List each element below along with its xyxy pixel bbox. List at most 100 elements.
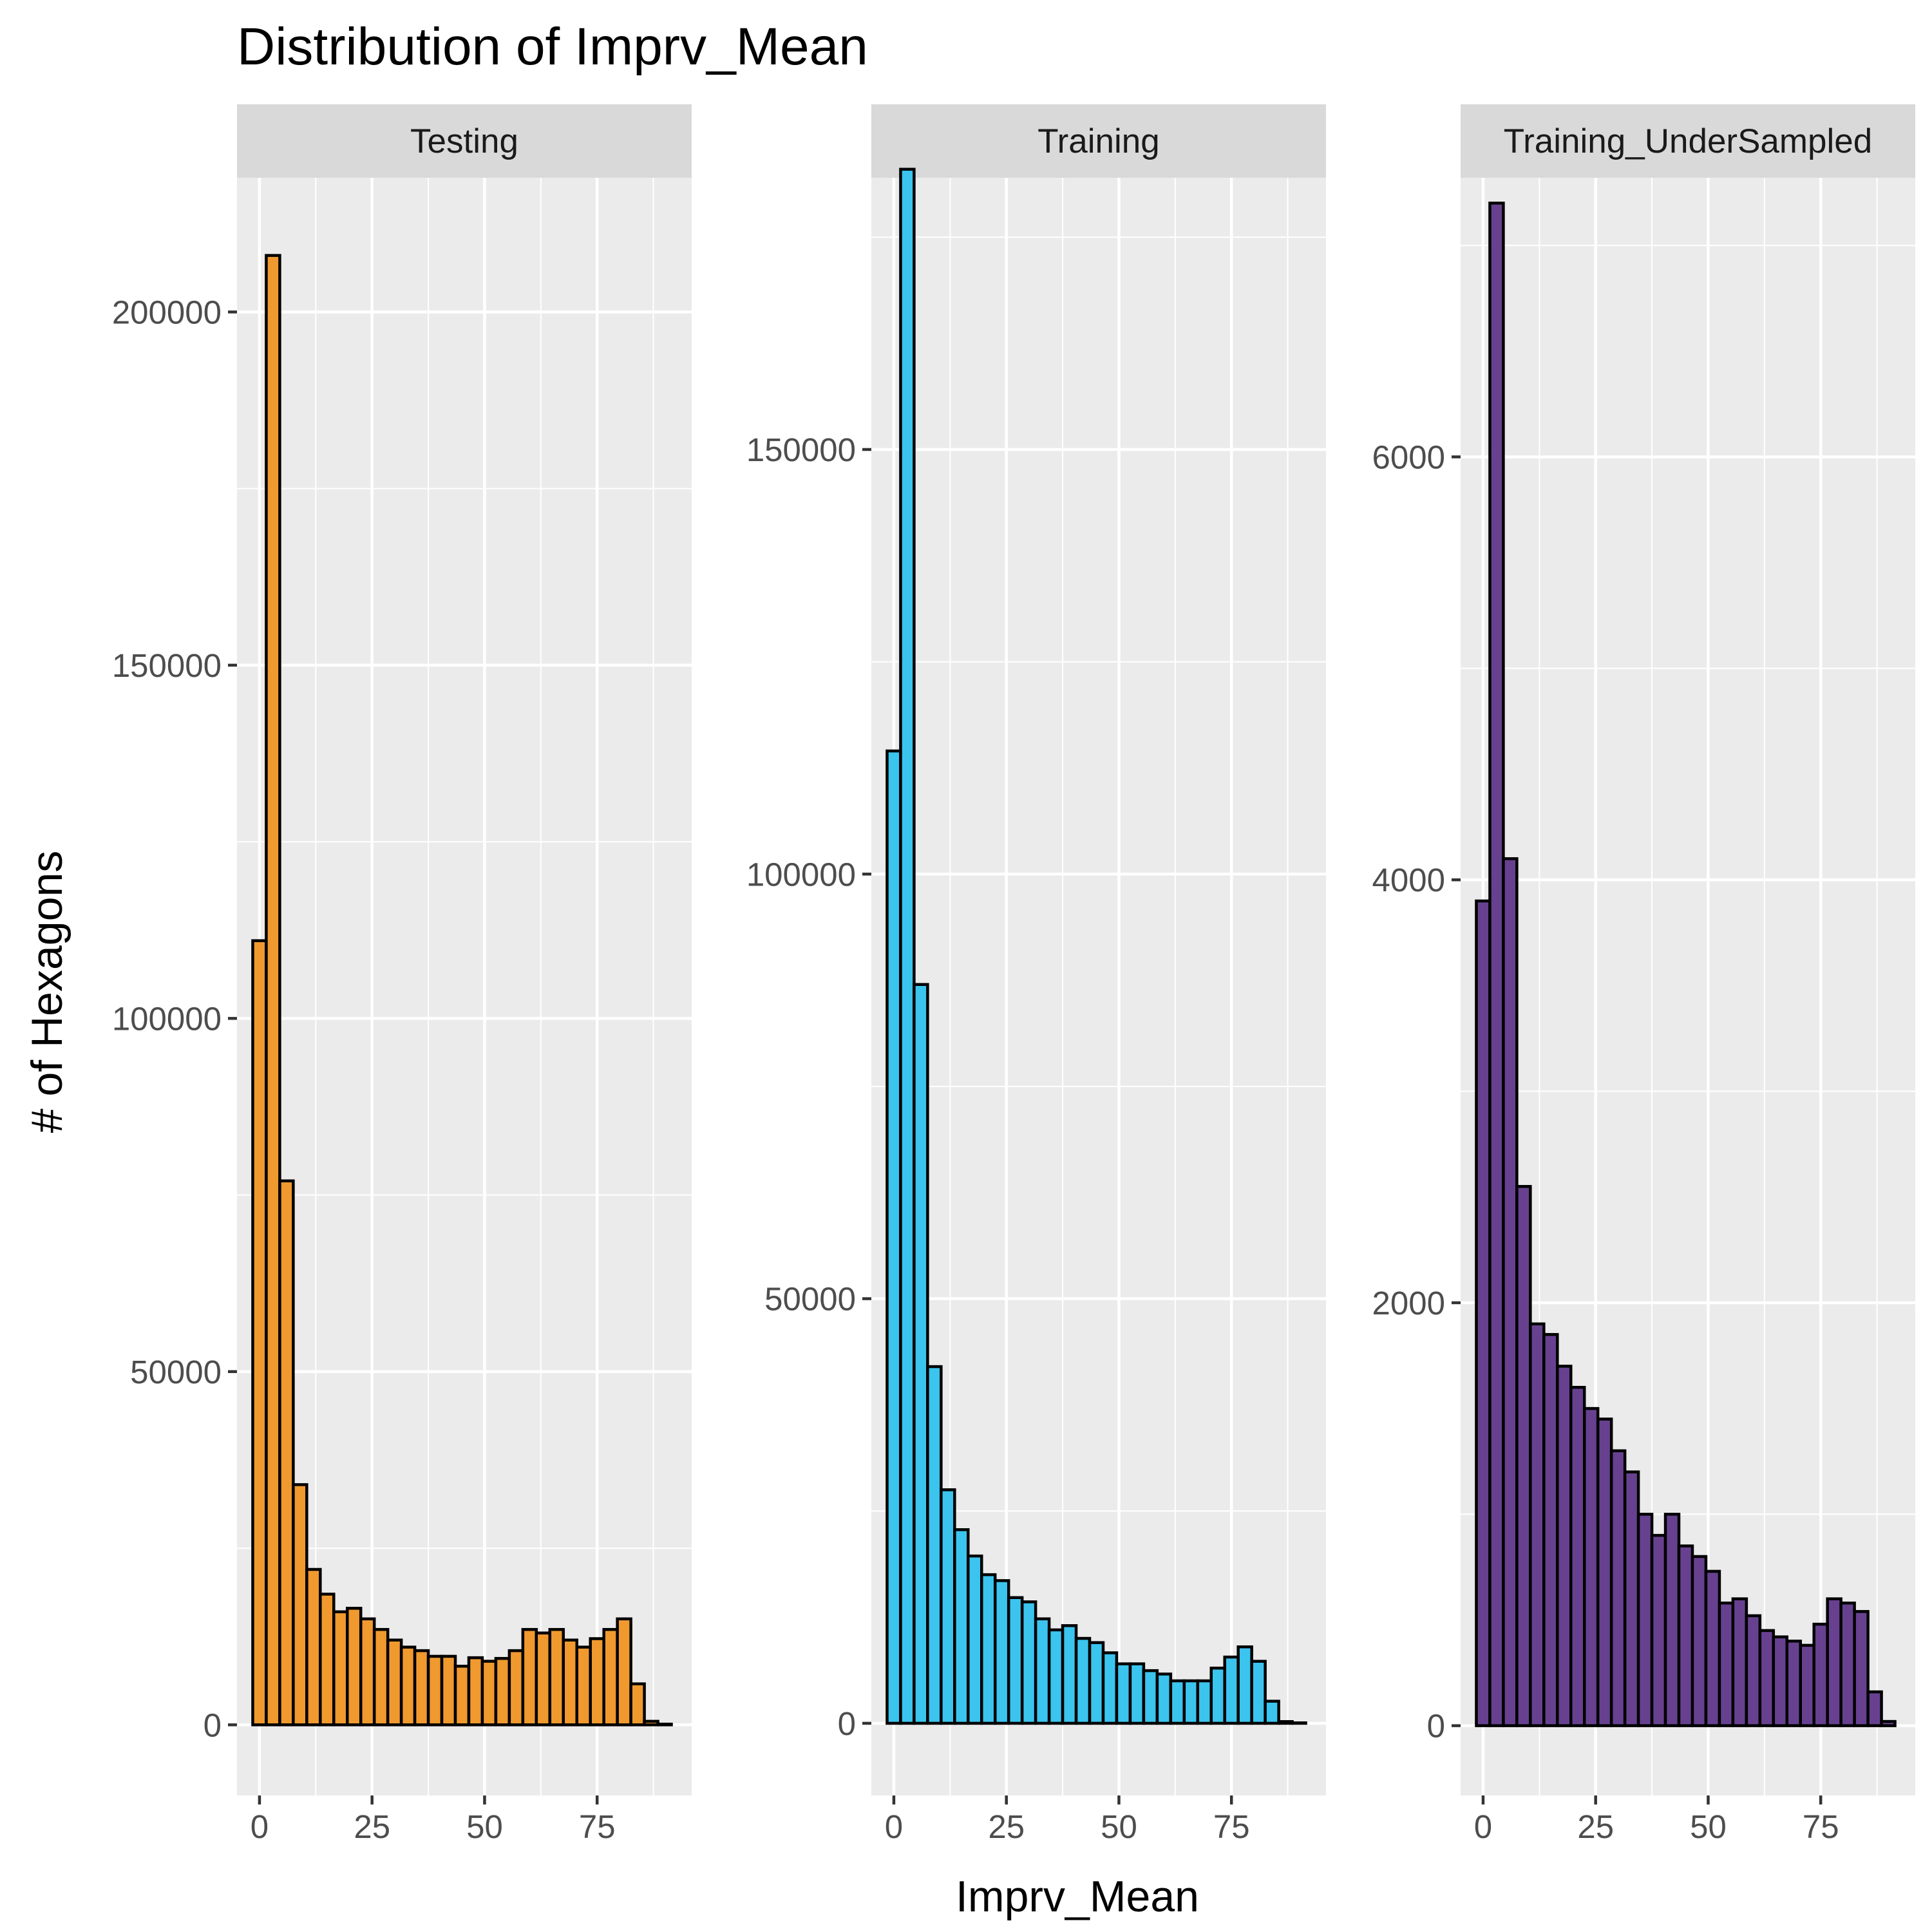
y-tick-label: 150000 [746,431,856,468]
x-tick-label: 0 [885,1808,903,1845]
histogram-bar [643,1719,659,1727]
histogram-bar [1264,1700,1280,1725]
panel-background [237,178,692,1795]
histogram-bar [1169,1679,1186,1725]
histogram-bar [346,1607,363,1727]
histogram-bar [1142,1669,1159,1725]
facet-strip-label: Training [1037,122,1160,160]
histogram-bar [602,1627,619,1727]
histogram-bar [1866,1690,1883,1727]
histogram-bar [507,1649,525,1727]
y-tick-label: 2000 [1372,1285,1445,1321]
histogram-bar [1209,1666,1226,1725]
histogram-bar [332,1610,349,1727]
x-tick-label: 25 [988,1808,1025,1845]
histogram-bar [1853,1610,1870,1727]
histogram-bar [305,1567,322,1727]
x-tick-label: 50 [1690,1808,1727,1845]
histogram-bar [1061,1624,1078,1725]
histogram-bar [1650,1533,1667,1727]
histogram-bar [953,1528,970,1725]
x-tick-label: 0 [1474,1808,1492,1845]
facet-strip [1461,104,1915,178]
histogram-bar [1047,1628,1065,1725]
histogram-bar [1745,1614,1762,1727]
histogram-bar [616,1617,632,1727]
histogram-bar [1128,1662,1146,1725]
histogram-bar [1074,1636,1092,1725]
facet-strip-label: Training_UnderSampled [1504,122,1873,160]
histogram-bar [1663,1513,1681,1727]
histogram-bar [1088,1641,1105,1725]
histogram-bar [1488,202,1505,1727]
histogram-bar [1250,1660,1267,1725]
histogram-bar [494,1656,511,1727]
histogram-bar [1223,1655,1240,1725]
histogram-bar [1569,1386,1586,1727]
x-tick-label: 25 [354,1808,390,1845]
histogram-bar [1799,1643,1815,1727]
y-tick-label: 150000 [112,647,222,684]
histogram-bar [1007,1596,1024,1725]
panel-training-undersampled: Training_UnderSampled 0 2000 4000 6000 0 25 50 7… [1372,104,1915,1845]
facet-strip [237,104,692,178]
histogram-bar [1034,1617,1051,1725]
histogram-bar [359,1617,376,1727]
panel-testing: Testing 0 50000 100000 150000 200000 0 25 50 75 [112,104,692,1845]
histogram-bar [1182,1679,1200,1725]
y-tick-label: 50000 [130,1354,222,1390]
histogram-bar [453,1665,471,1727]
x-tick-label: 50 [466,1808,503,1845]
histogram-bar [413,1649,430,1727]
x-tick-label: 50 [1101,1808,1137,1845]
histogram-bar [1880,1719,1897,1727]
histogram-bar [372,1627,390,1727]
histogram-bar [1826,1597,1842,1727]
y-tick-label: 0 [1427,1708,1445,1745]
histogram-bar [913,983,929,1725]
y-tick-label: 0 [838,1705,856,1742]
histogram-bar [251,939,268,1727]
histogram-bar [1155,1672,1173,1725]
histogram-bar [467,1656,484,1727]
histogram-bar [926,1365,943,1725]
y-tick-label: 0 [204,1707,222,1743]
histogram-bar [1515,1185,1532,1727]
chart-title: Distribution of Imprv_Mean [237,17,868,76]
y-tick-label: 6000 [1372,439,1445,475]
histogram-bar [656,1722,673,1727]
histogram-bar [399,1645,417,1727]
panel-training: Training 0 50000 100000 150000 0 25 50 75 [746,104,1326,1845]
histogram-bar [1556,1365,1573,1727]
histogram-bar [292,1483,308,1727]
x-tick-label: 75 [579,1808,616,1845]
histogram-bar [1623,1470,1640,1727]
histogram-bar [1704,1569,1721,1727]
x-tick-label: 75 [1213,1808,1250,1845]
histogram-bar [1115,1662,1132,1725]
histogram-bar [440,1654,457,1727]
histogram-bar [1812,1622,1829,1727]
histogram-bar [940,1488,956,1725]
facet-strip-label: Testing [410,122,518,160]
histogram-bar [1529,1322,1546,1727]
histogram-bar [899,167,916,1725]
x-tick-label: 0 [251,1808,269,1845]
histogram-bar [562,1638,579,1727]
histogram-bar [886,749,902,1725]
facet-strip [871,104,1326,178]
y-tick-label: 200000 [112,294,222,330]
histogram-bar [1020,1600,1037,1725]
histogram-bar [1636,1513,1654,1727]
histogram-bar [1772,1635,1789,1727]
histogram-bar [1196,1679,1213,1725]
histogram-bar [1690,1555,1708,1727]
y-tick-label: 100000 [746,856,856,893]
histogram-bar [1101,1651,1119,1725]
histogram-bar [386,1638,403,1727]
histogram-bar [1542,1332,1559,1727]
histogram-bar [967,1554,983,1725]
x-tick-label: 75 [1803,1808,1839,1845]
